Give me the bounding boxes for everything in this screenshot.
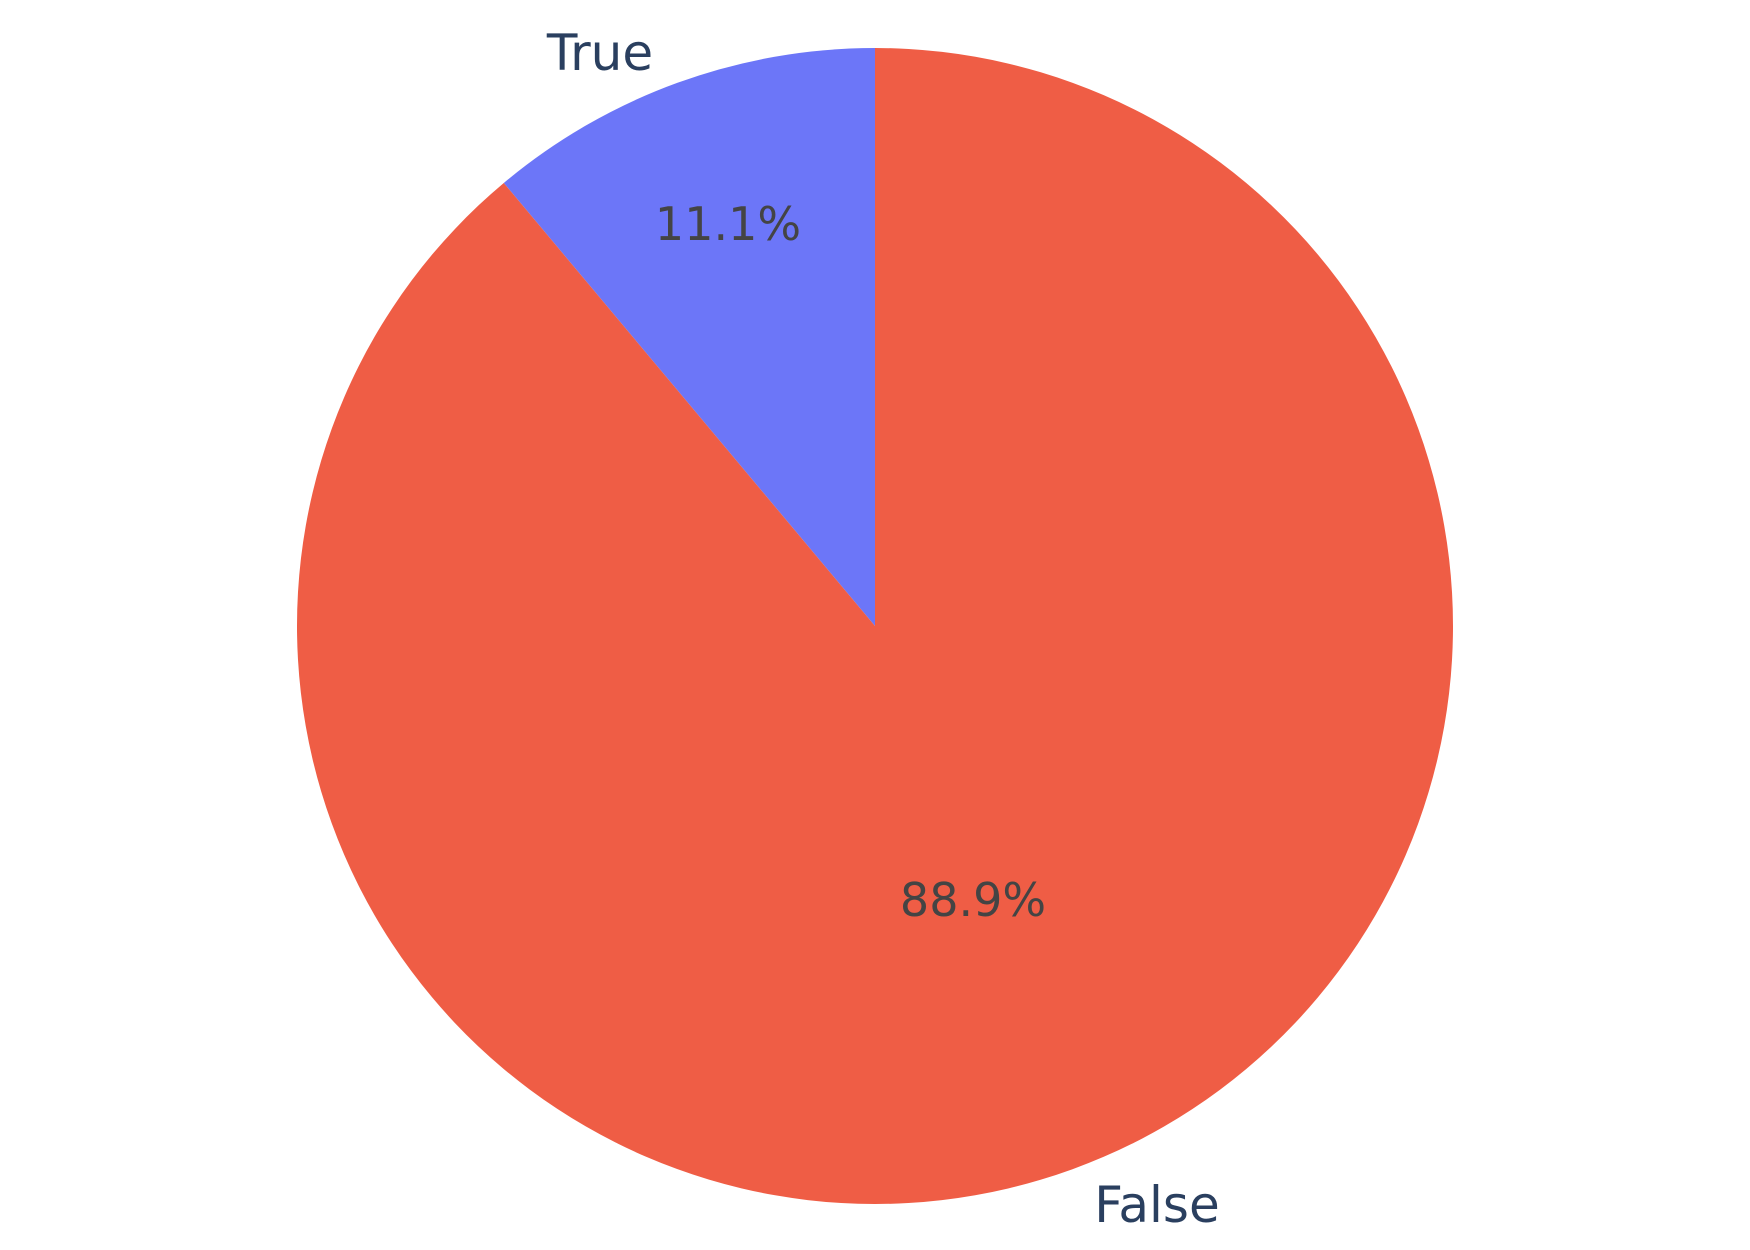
pie-category-label-false: False (1094, 1176, 1220, 1234)
pie-slices (297, 48, 1454, 1204)
pie-percent-label-true: 11.1% (655, 197, 801, 251)
pie-slice-true (503, 48, 875, 626)
pie-labels: 11.1% True 88.9% False (546, 24, 1220, 1234)
pie-percent-label-false: 88.9% (900, 873, 1046, 927)
pie-category-label-true: True (546, 24, 653, 82)
pie-slice-false (297, 48, 1454, 1204)
